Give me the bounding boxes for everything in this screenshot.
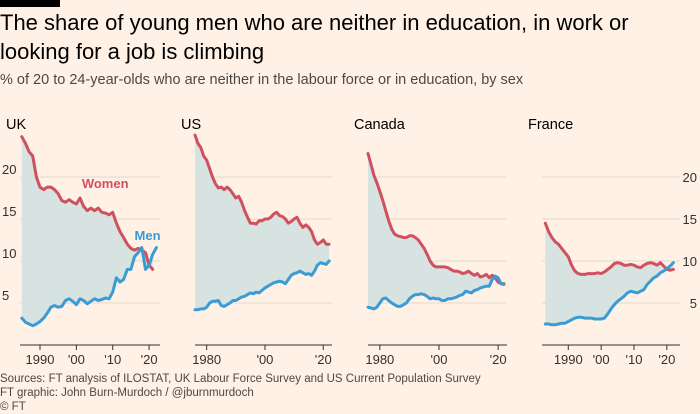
- us-xtick-label: '20: [315, 352, 332, 367]
- chart-subtitle: % of 20 to 24-year-olds who are neither …: [0, 72, 524, 88]
- y-tick-label: 20: [683, 170, 697, 185]
- us-women-line: [193, 133, 331, 246]
- france-xtick-label: '00: [593, 352, 610, 367]
- y-tick-label: 5: [2, 288, 9, 303]
- uk-xtick-label: '20: [141, 352, 158, 367]
- sources-note: Sources: FT analysis of ILOSTAT, UK Labo…: [0, 373, 481, 385]
- uk-women-label: Women: [82, 176, 129, 191]
- graphic-credit: FT graphic: John Burn-Murdoch / @jburnmu…: [0, 387, 254, 399]
- canada-women-line: [366, 152, 506, 286]
- france-gap-area: [545, 223, 674, 325]
- footer: Sources: FT analysis of ILOSTAT, UK Labo…: [0, 372, 481, 414]
- small-multiples-chart: 1990 '00 '10 '20 UK Women Men 1980 '00 '20 US 1980 '…: [2, 117, 697, 367]
- france-women-line: [543, 221, 675, 276]
- france-xtick-label: 1990: [554, 352, 583, 367]
- us-xtick-label: 1980: [192, 352, 221, 367]
- france-xtick-label: '10: [626, 352, 643, 367]
- y-tick-label: 10: [2, 246, 16, 261]
- copyright: © FT: [0, 401, 26, 413]
- uk-men-line: [20, 246, 158, 328]
- us-xtick-label: '00: [256, 352, 273, 367]
- chart-title: The share of young men who are neither i…: [0, 10, 629, 64]
- y-tick-label: 20: [2, 162, 16, 177]
- us-men-line: [193, 259, 331, 312]
- canada-xtick-label: '20: [490, 352, 507, 367]
- us-panel-title: US: [181, 117, 201, 133]
- ft-top-bar: [0, 0, 60, 7]
- canada-men-line: [366, 274, 506, 311]
- uk-women-line: [20, 135, 155, 271]
- uk-xtick-label: '10: [104, 352, 121, 367]
- france-panel-title: France: [528, 117, 573, 133]
- uk-xtick-label: 1990: [26, 352, 55, 367]
- canada-xtick-label: '00: [431, 352, 448, 367]
- us-gap-area: [195, 135, 330, 310]
- canada-gap-area: [368, 153, 504, 309]
- uk-gap-area: [21, 136, 153, 326]
- canada-panel-title: Canada: [354, 117, 406, 133]
- france-men-line: [543, 261, 675, 327]
- y-tick-label: 5: [690, 296, 697, 311]
- france-xtick-label: '20: [658, 352, 675, 367]
- y-tick-label: 15: [683, 212, 697, 227]
- uk-panel-title: UK: [6, 117, 26, 133]
- canada-xtick-label: 1980: [365, 352, 394, 367]
- y-tick-label: 10: [683, 254, 697, 269]
- uk-men-label: Men: [135, 228, 161, 243]
- uk-xtick-label: '00: [68, 352, 85, 367]
- y-tick-label: 15: [2, 204, 16, 219]
